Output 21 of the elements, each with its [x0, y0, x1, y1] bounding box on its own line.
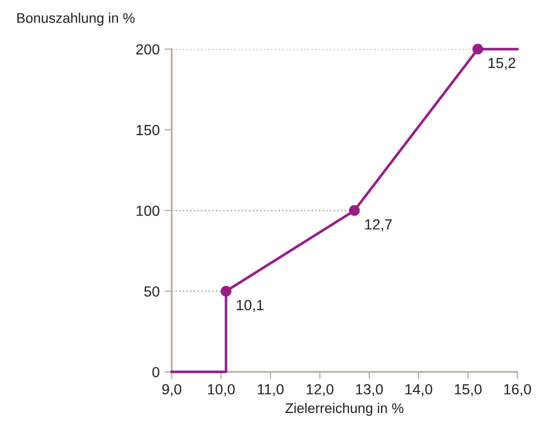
point: [349, 205, 360, 216]
y-tick-label: 50: [144, 286, 160, 297]
x-tick-label: 13,0: [356, 384, 383, 396]
point: [220, 286, 232, 297]
y-axis-title: Bonuszahlung in %: [17, 12, 135, 26]
y-tick-label: 200: [136, 44, 160, 55]
x-tick-label: 9,0: [162, 384, 182, 396]
annotation: 15,2: [488, 58, 516, 70]
y-tick-label: 100: [136, 206, 160, 216]
x-axis-title: Zielerreichung in %: [286, 402, 404, 416]
x-tick-label: 16,0: [504, 384, 531, 396]
x-tick-label: 15,0: [454, 384, 482, 396]
y-tick-label: 150: [136, 124, 160, 136]
x-tick-label: 14,0: [406, 384, 432, 396]
x-tick-label: 11,0: [258, 384, 284, 396]
y-tick-label: 0: [152, 367, 160, 378]
annotation: 12,7: [365, 219, 392, 232]
annotation: 10,1: [236, 300, 264, 312]
x-tick-label: 12,0: [306, 384, 334, 396]
point: [472, 44, 484, 54]
x-tick-label: 10,0: [208, 384, 235, 396]
